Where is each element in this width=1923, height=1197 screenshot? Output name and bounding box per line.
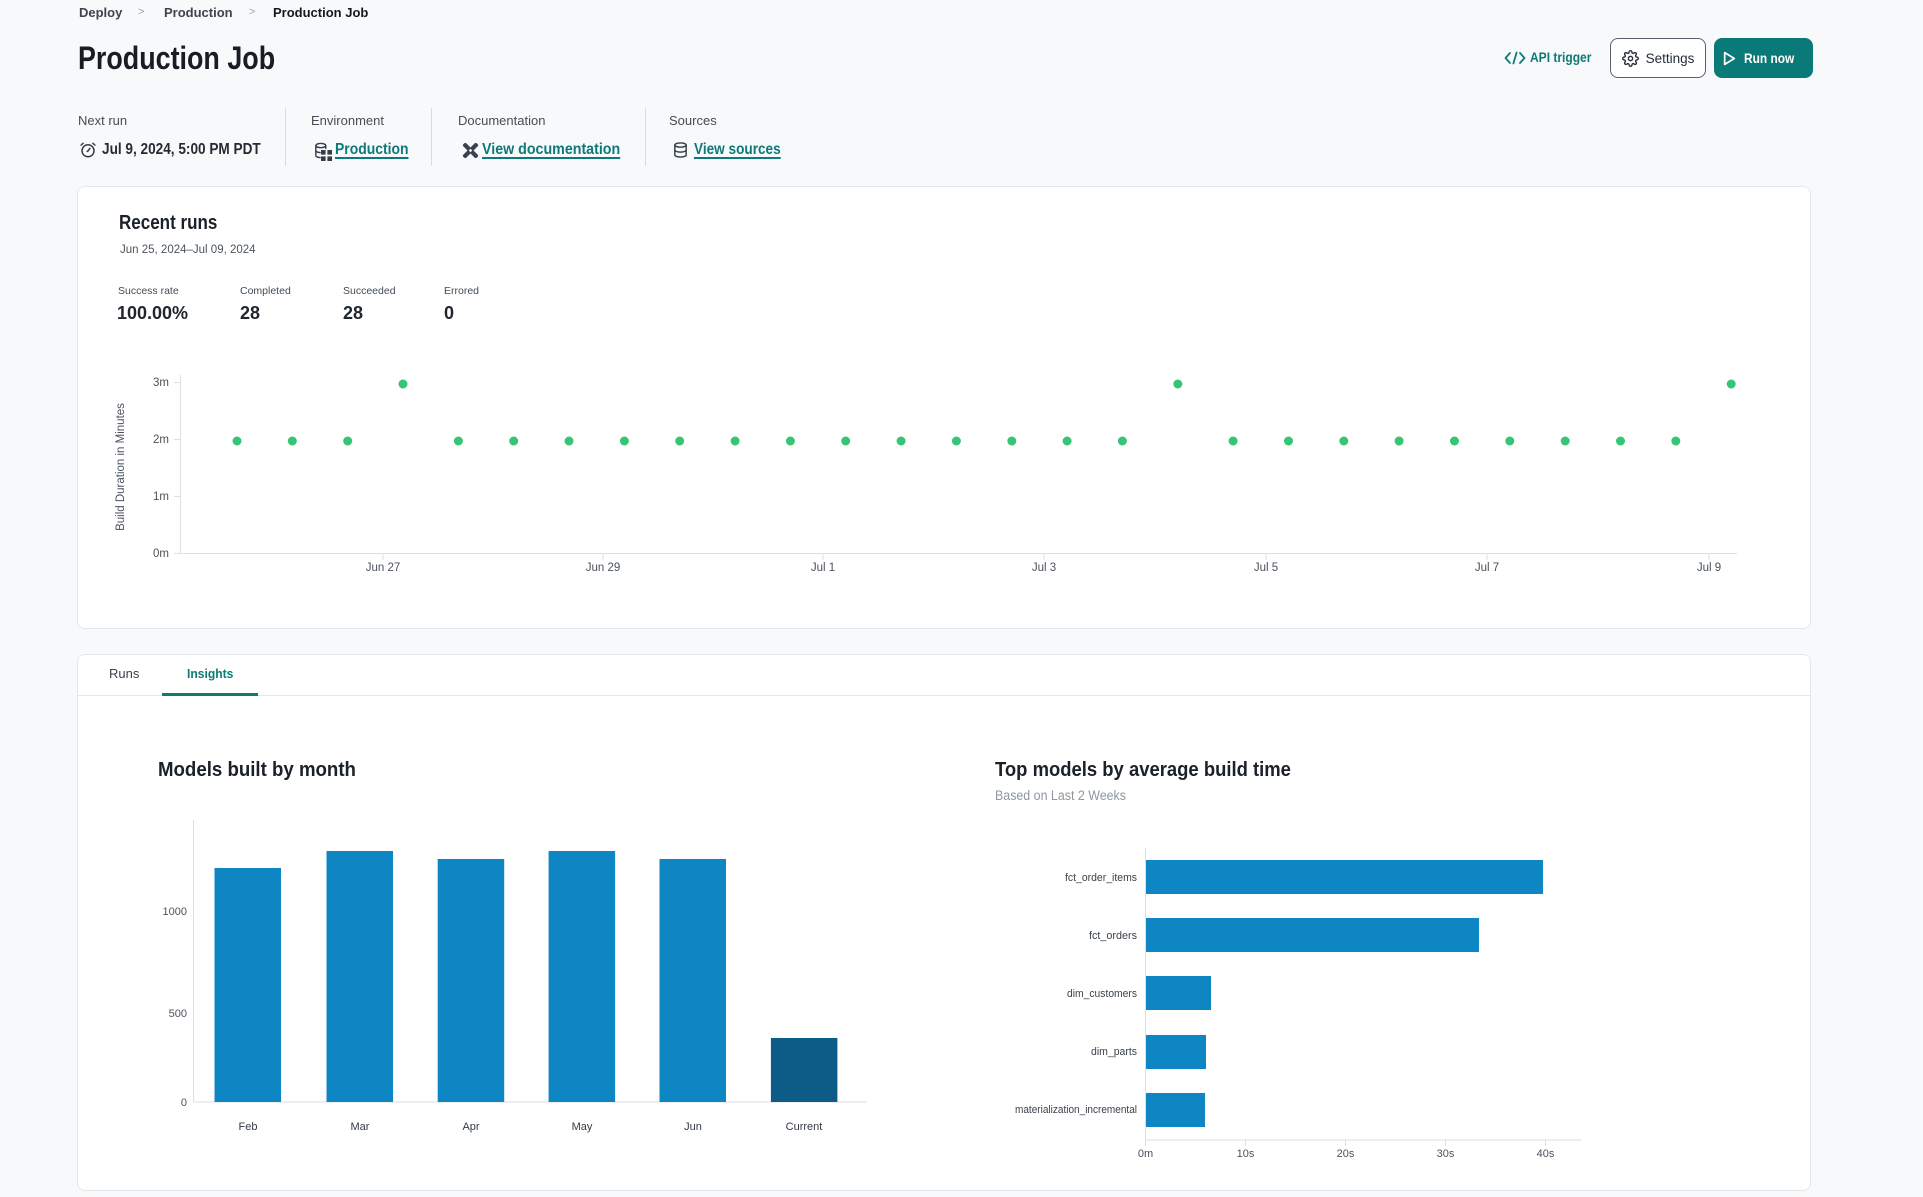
svg-text:20s: 20s bbox=[1337, 1148, 1355, 1160]
svg-text:1m: 1m bbox=[153, 491, 169, 503]
svg-text:Build Duration in Minutes: Build Duration in Minutes bbox=[115, 403, 127, 531]
svg-text:500: 500 bbox=[169, 1008, 187, 1020]
svg-text:30s: 30s bbox=[1437, 1148, 1455, 1160]
svg-text:Jul 7: Jul 7 bbox=[1475, 562, 1499, 574]
svg-text:0m: 0m bbox=[1138, 1148, 1153, 1160]
svg-text:Jul 9: Jul 9 bbox=[1697, 562, 1721, 574]
svg-text:fct_orders: fct_orders bbox=[1089, 930, 1137, 942]
svg-text:Jun 27: Jun 27 bbox=[366, 562, 401, 574]
svg-text:40s: 40s bbox=[1537, 1148, 1555, 1160]
svg-text:Apr: Apr bbox=[462, 1121, 479, 1133]
svg-text:fct_order_items: fct_order_items bbox=[1065, 872, 1137, 884]
svg-text:Jul 5: Jul 5 bbox=[1254, 562, 1278, 574]
svg-text:Jun 29: Jun 29 bbox=[586, 562, 621, 574]
svg-text:Current: Current bbox=[786, 1121, 823, 1133]
svg-text:Mar: Mar bbox=[351, 1121, 370, 1133]
svg-text:0: 0 bbox=[181, 1097, 187, 1109]
svg-text:Jul 1: Jul 1 bbox=[811, 562, 835, 574]
svg-text:Jul 3: Jul 3 bbox=[1032, 562, 1056, 574]
svg-text:2m: 2m bbox=[153, 434, 169, 446]
svg-text:3m: 3m bbox=[153, 377, 169, 389]
svg-text:0m: 0m bbox=[153, 548, 169, 560]
svg-text:1000: 1000 bbox=[163, 906, 187, 918]
svg-text:dim_customers: dim_customers bbox=[1067, 988, 1137, 1000]
svg-text:materialization_incremental: materialization_incremental bbox=[1015, 1104, 1137, 1116]
svg-text:10s: 10s bbox=[1237, 1148, 1255, 1160]
svg-text:Jun: Jun bbox=[684, 1121, 702, 1133]
svg-text:dim_parts: dim_parts bbox=[1091, 1046, 1137, 1058]
svg-text:Feb: Feb bbox=[239, 1121, 258, 1133]
svg-text:May: May bbox=[572, 1121, 593, 1133]
